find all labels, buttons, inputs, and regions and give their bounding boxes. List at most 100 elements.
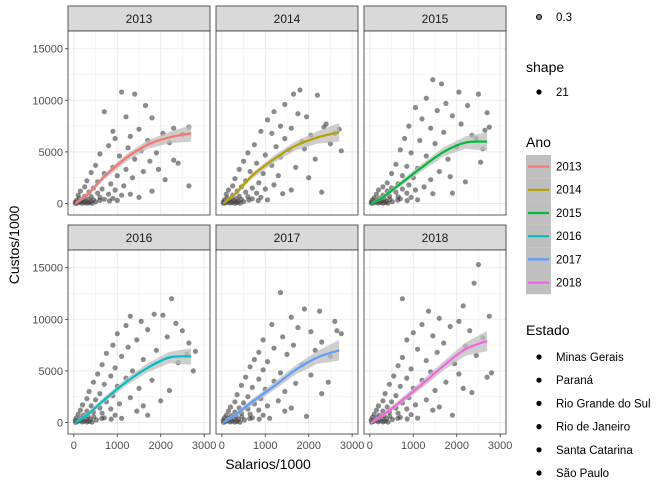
data-point [399, 173, 405, 179]
data-point [86, 388, 92, 395]
data-point [192, 348, 199, 354]
data-point [423, 397, 429, 403]
data-point [395, 415, 401, 421]
data-point [129, 175, 136, 181]
facet-panel-2014: 2014 [215, 5, 359, 216]
data-point [404, 190, 410, 196]
legend-estado-items: Minas Gerais Paraná Rio Grande do Sul Rio d… [536, 352, 651, 480]
facet-panels: 2013 2014 2015 2016 2017 2018 [67, 5, 507, 435]
x-axes: 0 1000 2000 3000 0 1000 2000 3000 0 1000 2000 3000 [71, 434, 512, 452]
y-tick-label: 15000 [32, 263, 63, 275]
facet-panel-2015: 2015 [363, 5, 507, 216]
data-point [173, 320, 179, 326]
facet-strip [363, 5, 507, 32]
data-point [399, 296, 405, 302]
panel-border [215, 249, 359, 435]
data-point [434, 349, 440, 355]
data-point [90, 379, 96, 385]
legend-estado-item: Rio de Janeiro [536, 422, 630, 434]
data-point [397, 383, 403, 389]
data-point [486, 313, 492, 319]
data-point [404, 375, 410, 381]
legend-estado-item: Paraná [536, 375, 594, 387]
data-point [254, 160, 260, 166]
legend-estado-label: Paraná [556, 375, 594, 387]
data-point [241, 158, 247, 164]
facet-strip-label: 2013 [126, 12, 153, 26]
data-point [295, 325, 301, 331]
data-point [112, 187, 118, 193]
data-point [267, 415, 273, 421]
data-point [114, 173, 120, 179]
legend-estado-label: São Paulo [556, 468, 609, 480]
data-point [460, 385, 466, 391]
x-tick-label: 0 [71, 440, 77, 452]
data-point [456, 89, 462, 95]
legend-estado-key [536, 470, 542, 476]
legend-ano-item: 2016 [526, 224, 582, 248]
data-point [232, 399, 238, 405]
data-point [119, 89, 125, 95]
data-point [147, 158, 153, 164]
data-point [142, 102, 149, 109]
data-point [375, 187, 382, 193]
data-point [254, 190, 260, 196]
legend-ano-item: 2015 [526, 201, 582, 225]
data-point [334, 328, 340, 334]
y-tick-label: 0 [57, 417, 63, 429]
data-point [77, 188, 83, 194]
data-point [277, 370, 284, 376]
legend-alpha-key [535, 13, 543, 21]
data-point [99, 186, 105, 192]
legend-estado-key [536, 377, 542, 383]
data-point [129, 368, 136, 374]
data-point [402, 135, 408, 142]
data-point [447, 174, 453, 180]
data-point [443, 379, 449, 385]
trend-line [222, 131, 340, 205]
data-point [256, 180, 262, 186]
data-point [432, 387, 438, 394]
data-point [484, 110, 490, 116]
facet-strip [363, 224, 507, 251]
facet-strip-label: 2017 [274, 231, 301, 245]
y-tick-label: 10000 [32, 95, 63, 107]
data-point [95, 371, 101, 377]
data-point [140, 356, 146, 363]
data-point [406, 182, 412, 188]
data-point [119, 192, 125, 198]
data-point [101, 109, 107, 115]
data-point [419, 321, 425, 328]
data-point [136, 385, 142, 391]
data-point [127, 395, 133, 401]
data-point [395, 363, 401, 369]
data-point [186, 340, 192, 346]
data-point [386, 381, 392, 387]
x-tick-label: 2000 [148, 440, 172, 452]
data-point [116, 153, 123, 159]
data-point [106, 198, 113, 204]
data-point [95, 190, 101, 196]
facet-strip [67, 224, 211, 251]
data-point [127, 191, 133, 197]
data-point [380, 419, 386, 425]
data-point [404, 337, 410, 343]
confidence-band [223, 123, 340, 205]
data-point [423, 95, 429, 101]
data-point [380, 200, 386, 206]
data-point [282, 135, 288, 142]
data-point [125, 145, 131, 151]
facet-strip [67, 5, 211, 32]
data-point [132, 91, 138, 97]
legend-ano-title: Ano [526, 134, 551, 150]
data-point [412, 402, 419, 408]
data-point [404, 406, 410, 412]
data-point [441, 129, 447, 135]
trend-line [74, 132, 192, 205]
data-point [255, 198, 261, 204]
data-point [134, 337, 140, 343]
data-point [116, 401, 123, 407]
data-point [275, 173, 281, 179]
data-point [153, 150, 159, 156]
data-point [232, 200, 238, 206]
